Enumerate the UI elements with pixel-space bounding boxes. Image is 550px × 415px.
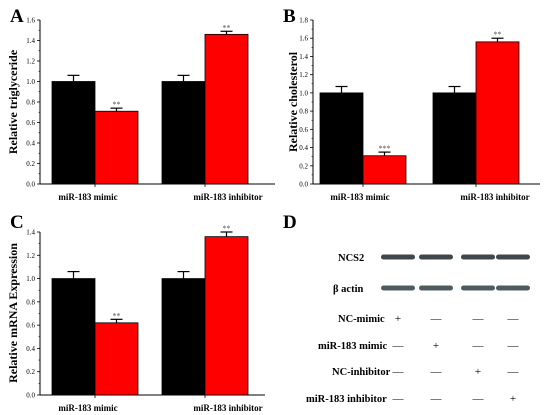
bar-treated <box>475 41 520 185</box>
minus-mark: — <box>430 366 443 378</box>
significance-marker: ** <box>113 311 121 320</box>
x-category-label: miR-183 mimic <box>330 192 389 202</box>
y-tick-label: 1.0 <box>26 78 35 86</box>
bar-control <box>161 81 206 185</box>
y-axis-label: Relative cholesterol <box>286 51 300 152</box>
bar-treated <box>204 236 249 396</box>
bar-control <box>432 92 477 185</box>
significance-marker: ** <box>113 100 121 109</box>
plus-mark: + <box>475 366 481 378</box>
chart-panel-C: C Relative mRNA Expression 0.0 0.2 0.4 0.6 0.8… <box>6 212 265 413</box>
minus-mark: — <box>392 340 405 352</box>
y-tick-label: 1.2 <box>26 252 35 260</box>
blot-band <box>496 285 530 291</box>
blot-band <box>461 254 495 260</box>
minus-mark: — <box>472 313 485 325</box>
y-tick-label: 1.2 <box>299 71 308 79</box>
panel-letter-D: D <box>283 212 297 233</box>
condition-label: NC-mimic <box>338 314 385 325</box>
bar-treated <box>94 322 139 396</box>
bar-control <box>51 278 96 396</box>
blot-panel-D: D NCS2 β actin NC-mimic + — — — miR-183 mimic — + —… <box>283 212 530 405</box>
plus-mark: + <box>395 313 401 325</box>
significance-marker: ** <box>223 23 231 32</box>
significance-marker: ** <box>494 30 502 39</box>
panel-letter-B: B <box>283 6 296 27</box>
plus-mark: + <box>510 393 516 405</box>
y-tick-label: 1.6 <box>26 17 35 25</box>
blot-band <box>496 254 530 260</box>
blot-band <box>419 285 453 291</box>
y-tick-label: 1.0 <box>26 275 35 283</box>
panel-letter-A: A <box>10 6 24 27</box>
y-tick-label: 0.8 <box>26 99 35 107</box>
x-category-label: miR-183 mimic <box>58 403 117 413</box>
minus-mark: — <box>392 393 405 405</box>
x-category-label: miR-183 inhibitor <box>460 192 529 202</box>
bar-control <box>51 81 96 185</box>
minus-mark: — <box>507 313 520 325</box>
y-tick-label: 0.2 <box>299 162 308 170</box>
y-tick-label: 0.2 <box>26 368 35 376</box>
y-tick-label: 0.6 <box>26 322 35 330</box>
blot-label-ncs2: NCS2 <box>338 253 364 264</box>
bar-treated <box>362 155 407 185</box>
x-category-label: miR-183 inhibitor <box>193 403 262 413</box>
bar-treated <box>204 33 249 185</box>
y-tick-label: 1.8 <box>299 17 308 25</box>
bar-treated <box>94 110 139 185</box>
minus-mark: — <box>507 366 520 378</box>
blot-label-actin: β actin <box>333 284 363 295</box>
condition-label: miR-183 inhibitor <box>306 394 387 405</box>
minus-mark: — <box>430 313 443 325</box>
blot-band <box>461 285 495 291</box>
condition-label: miR-183 mimic <box>318 341 387 352</box>
y-tick-label: 1.0 <box>299 89 308 97</box>
y-tick-label: 0.8 <box>26 298 35 306</box>
blot-band <box>381 254 415 260</box>
y-tick-label: 1.6 <box>299 35 308 43</box>
minus-mark: — <box>392 366 405 378</box>
chart-panel-B: B Relative cholesterol 0.0 0.2 0.4 0.6 0.8 1.0 1… <box>283 6 540 202</box>
y-tick-label: 0.6 <box>299 126 308 134</box>
bar-control <box>161 278 206 396</box>
y-tick-label: 0.4 <box>26 140 35 148</box>
condition-label: NC-inhibitor <box>332 367 391 378</box>
significance-marker: *** <box>379 144 391 153</box>
significance-marker: ** <box>223 224 231 233</box>
y-tick-label: 1.4 <box>299 53 308 61</box>
bar-control <box>319 92 364 185</box>
y-tick-label: 0.0 <box>299 181 308 189</box>
minus-mark: — <box>472 340 485 352</box>
y-tick-label: 0.0 <box>26 392 35 400</box>
y-tick-label: 0.0 <box>26 181 35 189</box>
blot-band <box>381 285 415 291</box>
y-tick-label: 0.2 <box>26 160 35 168</box>
plus-mark: + <box>433 340 439 352</box>
minus-mark: — <box>430 393 443 405</box>
blot-band <box>419 254 453 260</box>
minus-mark: — <box>507 340 520 352</box>
y-axis-label: Relative triglyceride <box>6 49 20 154</box>
y-tick-label: 1.4 <box>26 229 35 237</box>
y-tick-label: 1.4 <box>26 37 35 45</box>
y-tick-label: 0.4 <box>299 144 308 152</box>
y-tick-label: 0.4 <box>26 345 35 353</box>
y-axis-label: Relative mRNA Expression <box>6 243 20 383</box>
chart-panel-A: A Relative triglyceride 0.0 0.2 0.4 0.6 0.8 1.0… <box>6 6 275 202</box>
panel-letter-C: C <box>10 212 24 233</box>
x-category-label: miR-183 mimic <box>58 192 117 202</box>
x-category-label: miR-183 inhibitor <box>193 192 262 202</box>
y-tick-label: 0.6 <box>26 119 35 127</box>
y-tick-label: 0.8 <box>299 108 308 116</box>
y-tick-label: 1.2 <box>26 58 35 66</box>
minus-mark: — <box>472 393 485 405</box>
